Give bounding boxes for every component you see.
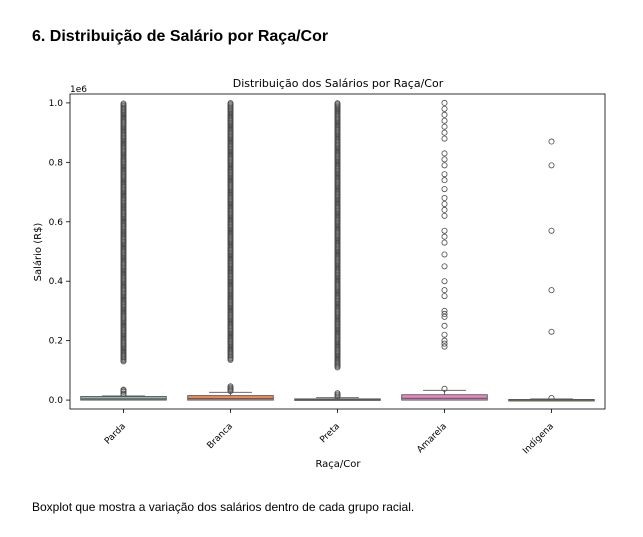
x-tick-label: Preta	[318, 422, 342, 446]
box-rect	[187, 395, 274, 401]
chart-title: Distribuição dos Salários por Raça/Cor	[233, 77, 444, 90]
box-rect	[401, 394, 488, 401]
x-tick-label: Indígena	[521, 422, 556, 457]
outlier-point	[441, 313, 448, 320]
outlier-point	[441, 186, 448, 193]
outlier-point	[227, 383, 234, 390]
outlier-point	[441, 337, 448, 344]
outlier-point	[548, 138, 555, 145]
outlier-point	[441, 206, 448, 213]
outlier-point	[441, 171, 448, 178]
x-tick-label: Amarela	[415, 422, 449, 456]
y-tick-label: 0.0	[49, 396, 64, 406]
outlier-point	[441, 195, 448, 202]
outlier-point	[441, 129, 448, 136]
outlier-point	[441, 99, 448, 106]
y-tick-label: 0.8	[49, 158, 64, 168]
x-tick-label: Branca	[206, 422, 235, 451]
outlier-point	[441, 293, 448, 300]
outlier-point	[441, 162, 448, 169]
outlier-point	[120, 386, 127, 393]
outlier-point	[441, 117, 448, 124]
outlier-point	[441, 111, 448, 118]
outlier-point	[548, 227, 555, 234]
y-tick-label: 1.0	[49, 99, 64, 109]
outlier-point	[120, 100, 127, 107]
outlier-point	[441, 322, 448, 329]
y-offset-label: 1e6	[70, 85, 87, 95]
outlier-point	[441, 310, 448, 317]
outlier-point	[441, 307, 448, 314]
y-axis-label: Salário (R$)	[32, 223, 44, 282]
outlier-point	[441, 212, 448, 219]
y-tick-label: 0.4	[49, 277, 64, 287]
outlier-point	[441, 123, 448, 130]
plot-layer: 0.0 0.2 0.4 0.6 0.8 1.0 Parda Branca Preta Amarel…	[49, 99, 595, 456]
outlier-point	[334, 100, 341, 107]
page-heading: 6. Distribuição de Salário por Raça/Cor	[32, 28, 329, 45]
outlier-point	[441, 177, 448, 184]
x-axis-label: Raça/Cor	[315, 459, 361, 470]
outlier-point	[441, 251, 448, 258]
y-tick-label: 0.6	[49, 218, 64, 228]
outlier-point	[441, 263, 448, 270]
x-tick-label: Parda	[103, 422, 128, 447]
outlier-point	[441, 331, 448, 338]
outlier-point	[548, 287, 555, 294]
outlier-point	[548, 328, 555, 335]
outlier-point	[441, 135, 448, 142]
box-rect	[80, 396, 167, 401]
chart-caption: Boxplot que mostra a variação dos salári…	[32, 500, 415, 514]
y-tick-label: 0.2	[49, 337, 63, 347]
outlier-point	[334, 390, 341, 397]
outlier-point	[441, 105, 448, 112]
outlier-point	[441, 340, 448, 347]
outlier-point	[441, 343, 448, 350]
outlier-point	[441, 156, 448, 163]
outlier-point	[441, 200, 448, 207]
outlier-point	[441, 287, 448, 294]
outlier-point	[548, 162, 555, 169]
outlier-point	[441, 278, 448, 285]
outlier-point	[227, 100, 234, 107]
outlier-point	[441, 239, 448, 246]
outlier-point	[441, 150, 448, 157]
outlier-point	[441, 233, 448, 240]
outlier-point	[441, 227, 448, 234]
